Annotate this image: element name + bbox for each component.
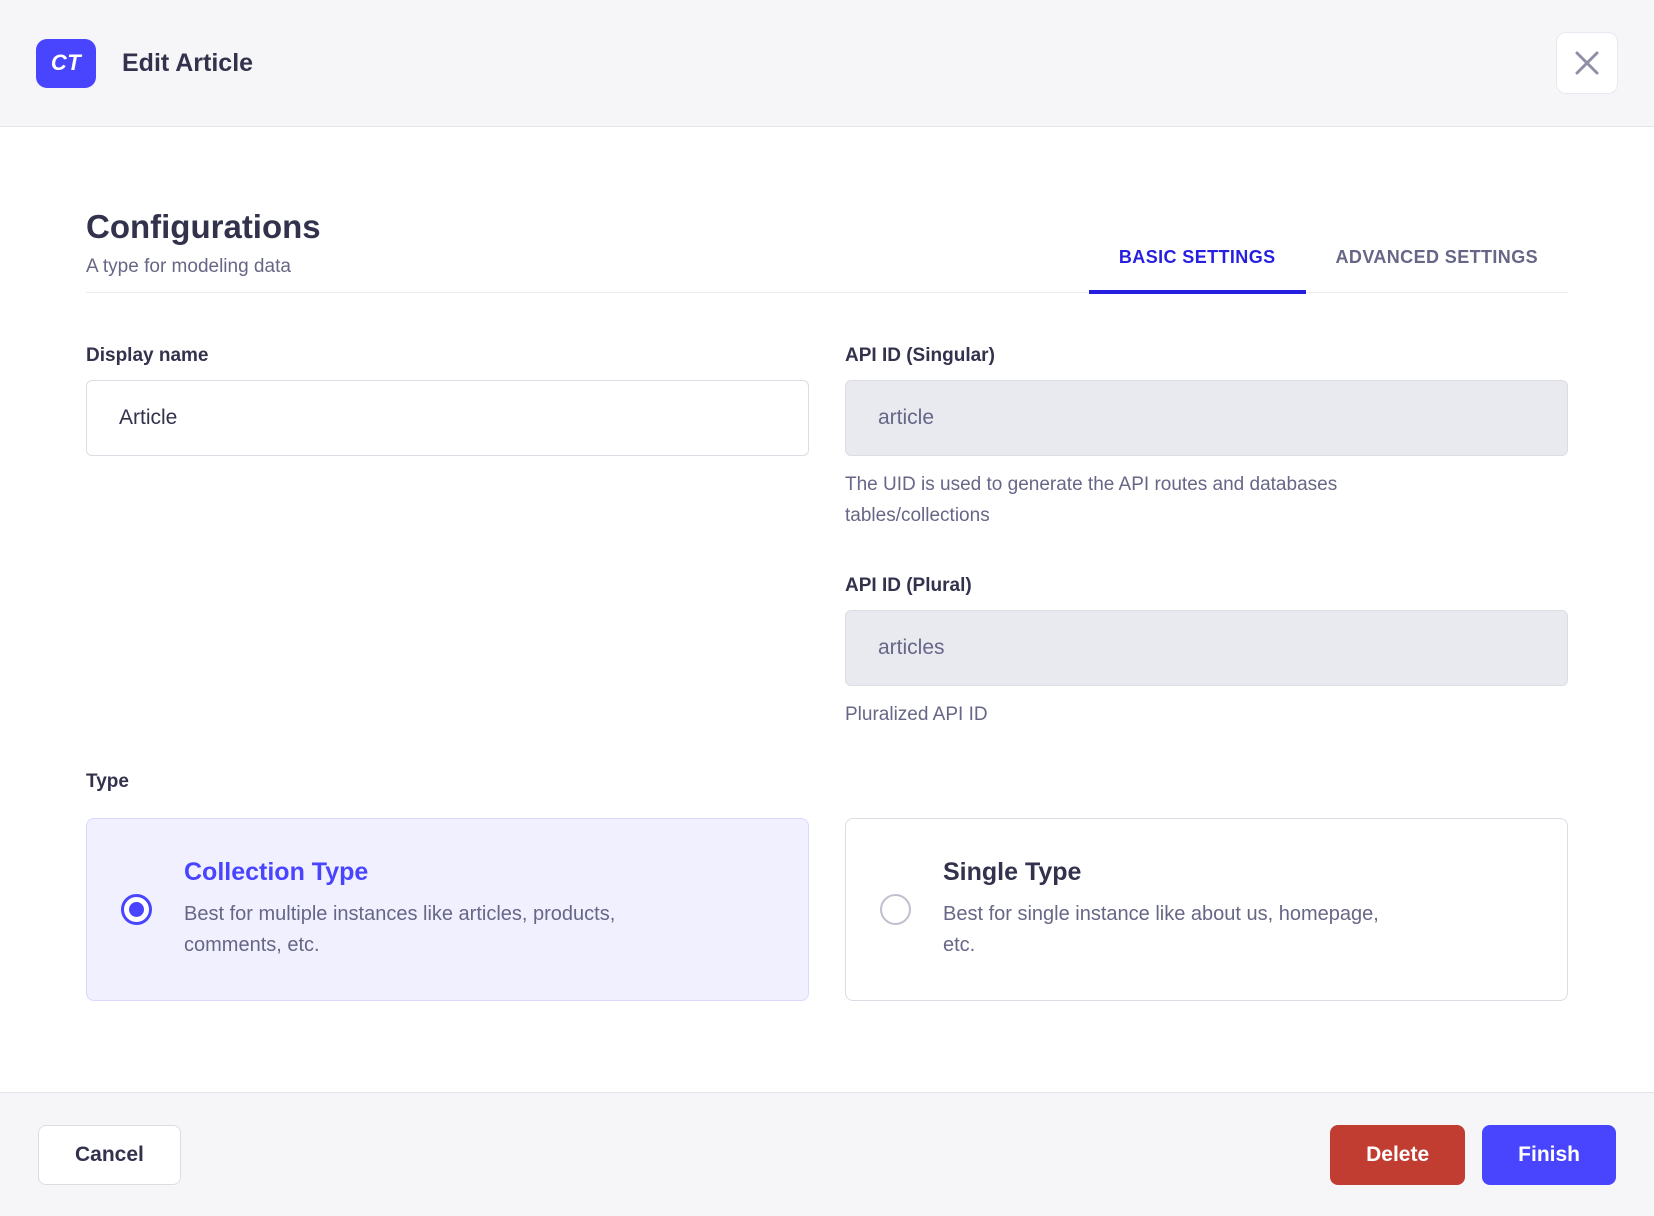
display-name-field-group: Display name <box>86 345 809 730</box>
cancel-button[interactable]: Cancel <box>38 1124 181 1185</box>
api-id-plural-label: API ID (Plural) <box>845 575 972 596</box>
type-options: Collection Type Best for multiple instan… <box>86 818 1568 1001</box>
configuration-form: Display name API ID (Singular) The UID i… <box>86 345 1568 730</box>
api-id-singular-input <box>845 380 1568 456</box>
collection-type-text: Collection Type Best for multiple instan… <box>184 858 714 961</box>
single-type-description: Best for single instance like about us, … <box>943 903 1379 956</box>
section-head: Configurations A type for modeling data … <box>86 208 1568 294</box>
finish-button[interactable]: Finish <box>1482 1124 1616 1185</box>
content-type-badge-label: CT <box>50 50 82 75</box>
content-type-badge: CT <box>36 38 96 88</box>
single-type-text: Single Type Best for single instance lik… <box>943 858 1408 961</box>
modal-body: Configurations A type for modeling data … <box>0 127 1654 1092</box>
api-id-singular-field-group: API ID (Singular) The UID is used to gen… <box>845 345 1568 531</box>
close-icon <box>1575 51 1599 75</box>
api-id-plural-input <box>845 610 1568 686</box>
tab-basic-settings[interactable]: BASIC SETTINGS <box>1088 247 1306 294</box>
radio-selected-icon[interactable] <box>121 894 152 925</box>
modal-footer: Cancel Delete Finish <box>0 1092 1654 1216</box>
collection-type-title: Collection Type <box>184 858 369 886</box>
modal-title: Edit Article <box>122 48 254 77</box>
radio-unselected-icon[interactable] <box>880 894 911 925</box>
api-id-plural-hint: Pluralized API ID <box>845 704 988 725</box>
section-titles: Configurations A type for modeling data <box>86 208 321 292</box>
collection-type-description: Best for multiple instances like article… <box>184 903 616 956</box>
type-option-collection[interactable]: Collection Type Best for multiple instan… <box>86 818 809 1001</box>
api-id-plural-field-group: API ID (Plural) Pluralized API ID <box>845 575 1568 730</box>
page-subtitle: A type for modeling data <box>86 256 291 277</box>
type-label: Type <box>86 771 129 792</box>
settings-tabs: BASIC SETTINGS ADVANCED SETTINGS <box>1088 247 1568 294</box>
page-title: Configurations <box>86 208 321 245</box>
api-id-singular-hint: The UID is used to generate the API rout… <box>845 474 1338 526</box>
close-button[interactable] <box>1556 32 1618 94</box>
tab-advanced-settings[interactable]: ADVANCED SETTINGS <box>1335 247 1538 267</box>
api-id-singular-label: API ID (Singular) <box>845 345 995 366</box>
api-id-column: API ID (Singular) The UID is used to gen… <box>845 345 1568 730</box>
modal-header: CT Edit Article <box>0 0 1654 127</box>
display-name-input[interactable] <box>86 380 809 456</box>
delete-button[interactable]: Delete <box>1330 1124 1466 1185</box>
single-type-title: Single Type <box>943 858 1082 886</box>
type-option-single[interactable]: Single Type Best for single instance lik… <box>845 818 1568 1001</box>
display-name-label: Display name <box>86 345 209 366</box>
